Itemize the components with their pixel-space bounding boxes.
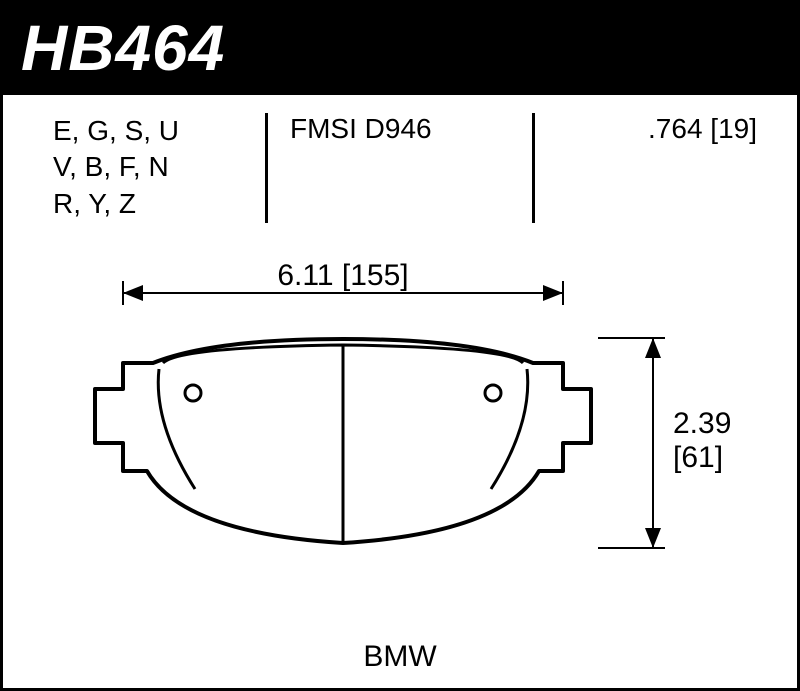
brake-pad-shape [95,339,591,543]
separator [532,113,535,223]
compound-codes: E, G, S, U V, B, F, N R, Y, Z [53,113,243,222]
codes-line: V, B, F, N [53,149,243,185]
part-number: HB464 [21,11,779,85]
width-inches: 6.11 [277,263,333,292]
thickness-mm: [19] [710,113,757,144]
info-row: E, G, S, U V, B, F, N R, Y, Z FMSI D946 … [3,113,797,223]
separator [265,113,268,223]
codes-line: R, Y, Z [53,186,243,222]
vehicle-make: BMW [3,640,797,674]
height-inches: 2.39 [673,407,731,440]
thickness: .764 [19] [557,113,767,145]
height-mm: [61] [673,441,723,474]
codes-line: E, G, S, U [53,113,243,149]
fmsi-code: FMSI D946 [290,113,510,145]
header-bar: HB464 [3,3,797,95]
height-label: 2.39 [61] [673,407,740,474]
width-mm: [155] [342,263,409,292]
thickness-inches: .764 [648,113,703,144]
width-dimension: 6.11 [155] [123,263,563,305]
pad-diagram: 6.11 [155] [3,263,800,633]
spec-sheet: HB464 E, G, S, U V, B, F, N R, Y, Z FMSI… [0,0,800,691]
height-dimension: 2.39 [61] [598,338,740,548]
diagram-svg: 6.11 [155] [3,263,800,633]
width-label: 6.11 [155] [277,263,408,292]
